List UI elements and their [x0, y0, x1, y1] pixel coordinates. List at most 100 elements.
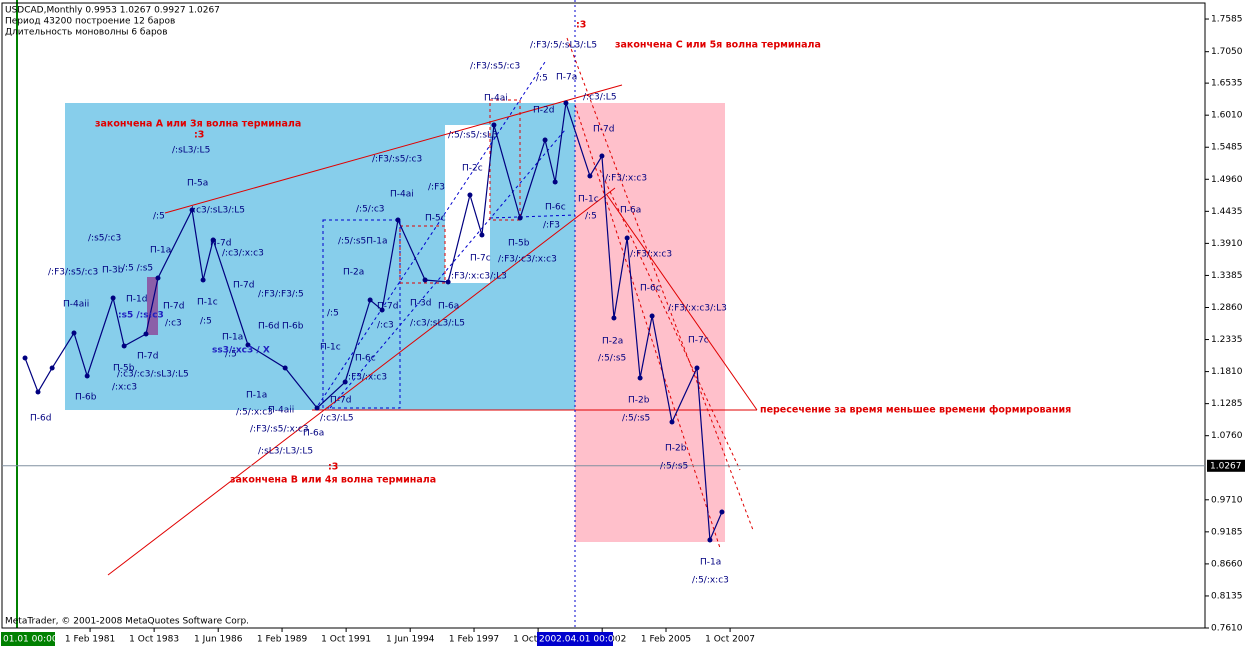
pivot — [649, 313, 655, 319]
wave-label: П-2b — [628, 396, 650, 406]
highlight-note: закончена А или 3я волна терминала — [95, 119, 301, 130]
pivot — [314, 405, 320, 411]
wave-label: /:F3 — [543, 221, 560, 231]
pivot — [71, 330, 77, 336]
pivot — [517, 215, 523, 221]
y-tick-label: 0.8135 — [1211, 591, 1243, 601]
wave-label: /:5/:s5/:sL3 — [448, 131, 498, 141]
last-price-box — [1207, 459, 1245, 472]
wave-label: П-4aii — [63, 300, 89, 310]
wave-label: П-6c — [545, 203, 566, 213]
zone-c — [575, 103, 725, 542]
y-tick-label: 0.9710 — [1211, 495, 1243, 505]
pivot — [445, 279, 451, 285]
pivot — [245, 342, 251, 348]
wave-label: /:sL3/:L5 — [172, 146, 210, 156]
zigzag-line — [24, 102, 723, 541]
wave-label: П-7c — [688, 336, 709, 346]
wave-label: /:F3/:x:c3 — [605, 174, 647, 184]
wave-label: /:F3/:x:c3/:L3 — [668, 304, 727, 314]
wave-label: /:s5/:c3 — [88, 234, 121, 244]
trend-lines — [107, 84, 758, 576]
wave-label: /:5/:x:c3 — [692, 576, 729, 586]
pivot — [467, 192, 473, 198]
highlight-note: закончена С или 5я волна терминала — [615, 40, 821, 51]
wave-label: /:c3/:L5 — [583, 93, 617, 103]
wave-label: П-1d — [126, 295, 147, 305]
header-line: Период 43200 построение 12 баров — [5, 17, 175, 27]
wave-label: /:F3/:x:c3/:L3 — [448, 272, 507, 282]
pivot — [22, 355, 28, 361]
wave-label: /:F3/:x:c3 — [630, 250, 672, 260]
wave-label: /:x:c3 — [112, 383, 137, 393]
wave-label: П-1a — [222, 333, 243, 343]
wave-label: П-1a — [700, 558, 721, 568]
wave-label: П-6a — [303, 429, 324, 439]
y-tick-label: 0.8660 — [1211, 559, 1243, 569]
pivot — [637, 375, 643, 381]
wave-label: /:5/:c3 — [356, 205, 385, 215]
pivot — [200, 277, 206, 283]
wave-label: П-5a — [187, 179, 208, 189]
wave-label: /:5 — [536, 74, 548, 84]
y-tick-label: 1.2335 — [1211, 335, 1243, 345]
wave-label: /:F3/:5/:sL3/:L5 — [530, 41, 597, 51]
pivot — [395, 217, 401, 223]
wave-label: /:F3/:s5/:c3 — [372, 155, 422, 165]
y-tick-label: 1.7585 — [1211, 15, 1243, 25]
wave-label: :s5 /:s:c3 — [118, 311, 164, 321]
wave-label: /:c3/:sL3/:L5 — [410, 319, 465, 329]
last-price-label: 1.0267 — [1210, 461, 1242, 471]
wave-label: /:F3/:c3/:x:c3 — [498, 255, 557, 265]
pivot — [624, 235, 630, 241]
y-tick-label: 0.9185 — [1211, 527, 1243, 537]
pivot — [491, 122, 497, 128]
wave-label: П-7d — [163, 302, 184, 312]
wave-label: П-7d — [377, 302, 398, 312]
y-tick-label: 1.7050 — [1211, 47, 1243, 57]
x-tick-label: 1 Feb 1997 — [449, 635, 499, 645]
x-tick-label: 1 Oct 1983 — [129, 635, 179, 645]
wave-label: П-2b — [665, 444, 687, 454]
plot-frame — [1, 2, 1206, 629]
highlight-note: закончена В или 4я волна терминала — [230, 475, 436, 486]
y-tick-label: 1.6535 — [1211, 79, 1243, 89]
wave-label: П-6d — [258, 322, 279, 332]
wave-label: /:5 /:s5 — [122, 264, 153, 274]
wave-label: /:F3/:s5/:c3 — [470, 62, 520, 72]
wave-label: /:5 — [585, 212, 597, 222]
wave-label: П-3b — [102, 266, 124, 276]
highlight-note: пересечение за время меньшее времени фор… — [760, 405, 1071, 416]
wave-label: /:F3/:s5/:x:c3 — [250, 425, 309, 435]
wave-label: П-7d — [210, 239, 231, 249]
wave-label: П-4ai — [484, 94, 508, 104]
wave-label: П-7c — [470, 254, 491, 264]
wave-label: /:5 — [225, 350, 237, 360]
crosshair-label: 01.01 00:00 — [3, 635, 58, 645]
pivot — [552, 179, 558, 185]
wave-label: П-6b — [75, 393, 97, 403]
pivot — [707, 537, 713, 543]
pivot — [155, 275, 161, 281]
pivot — [719, 509, 725, 515]
y-tick-label: 1.2860 — [1211, 303, 1243, 313]
wave-label: /:5/:s5П-1a — [338, 237, 388, 247]
pivot — [282, 365, 288, 371]
wave-label: П-5b — [508, 239, 530, 249]
wave-label: П-4ai — [390, 190, 414, 200]
wave-label: /:c3/:L5 — [320, 414, 354, 424]
pivot — [143, 331, 149, 337]
blue-dashed — [314, 61, 576, 411]
wave-label: /:F3/:F3/:5 — [258, 290, 304, 300]
highlight-note: :3 — [194, 130, 204, 141]
wave-label: П-6a — [438, 302, 459, 312]
pivot — [189, 207, 195, 213]
y-tick-label: 1.4960 — [1211, 175, 1243, 185]
wave-label: /:5 — [327, 309, 339, 319]
pivot — [110, 295, 116, 301]
pivot — [84, 373, 90, 379]
x-tick-label: 1 Jun 1986 — [194, 635, 243, 645]
pivot — [35, 389, 41, 395]
wave-label: П-2a — [343, 268, 364, 278]
y-tick-label: 1.4435 — [1211, 207, 1243, 217]
